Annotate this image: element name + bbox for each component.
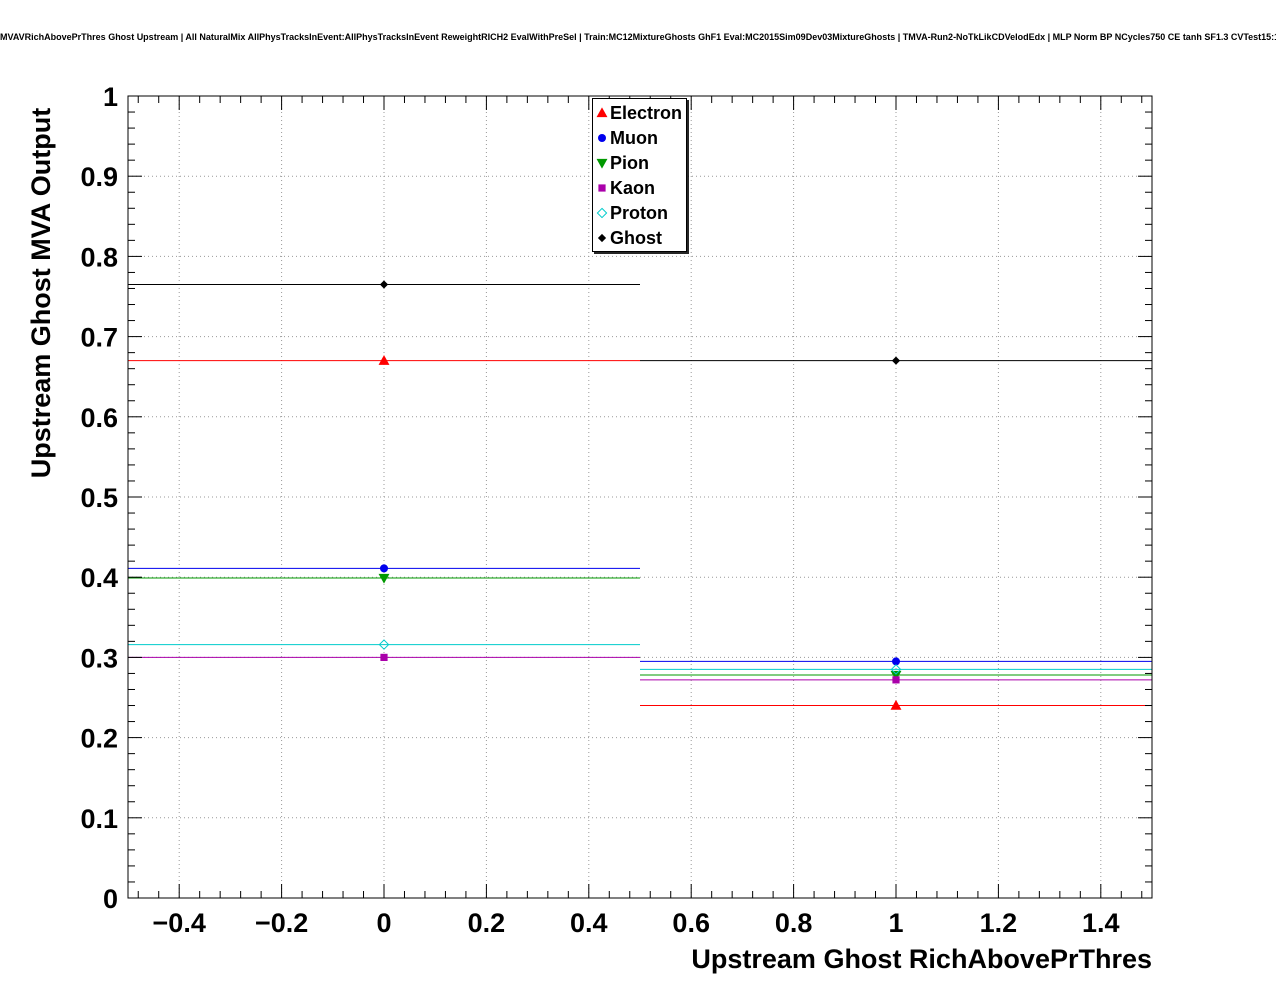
x-tick-label: 0.6	[672, 908, 710, 938]
y-tick-label: 0.9	[80, 162, 118, 192]
legend-label-kaon: Kaon	[610, 177, 655, 198]
x-axis-title: Upstream Ghost RichAbovePrThres	[691, 944, 1152, 974]
legend-label-muon: Muon	[610, 127, 658, 148]
y-tick-label: 0.5	[80, 483, 118, 513]
legend-item-ghost: Ghost	[594, 225, 682, 250]
electron-marker-icon	[594, 106, 610, 120]
proton-marker	[378, 639, 390, 650]
electron-marker	[890, 699, 902, 710]
pion-marker	[890, 670, 902, 681]
kaon-marker	[892, 676, 900, 684]
proton-marker	[890, 664, 902, 675]
y-axis-title: Upstream Ghost MVA Output	[26, 107, 56, 479]
muon-marker	[892, 657, 900, 666]
y-tick-label: 0.4	[80, 563, 118, 593]
x-tick-label: −0.2	[255, 908, 308, 938]
ghost-marker	[891, 356, 901, 365]
muon-marker	[380, 564, 388, 573]
y-tick-label: 0.6	[80, 403, 118, 433]
muon-marker-icon	[594, 131, 610, 145]
kaon-marker-icon	[594, 181, 610, 195]
x-tick-label: 1.4	[1082, 908, 1120, 938]
electron-marker	[378, 355, 390, 365]
legend-item-proton: Proton	[594, 200, 682, 225]
legend-item-pion: Pion	[594, 150, 682, 175]
y-tick-label: 0.2	[80, 724, 118, 754]
legend-item-electron: Electron	[594, 100, 682, 125]
muon-legend-glyph	[598, 133, 606, 142]
y-tick-label: 0.8	[80, 242, 118, 272]
y-tick-label: 1	[103, 82, 118, 112]
legend-label-pion: Pion	[610, 152, 649, 173]
x-tick-label: 0.4	[570, 908, 608, 938]
x-tick-label: 1	[888, 908, 903, 938]
x-tick-label: 0.2	[468, 908, 506, 938]
pion-legend-glyph	[596, 158, 608, 169]
legend-item-kaon: Kaon	[594, 175, 682, 200]
proton-legend-glyph	[596, 207, 608, 218]
x-tick-label: 0.8	[775, 908, 813, 938]
proton-marker-icon	[594, 206, 610, 220]
kaon-marker	[380, 653, 388, 661]
legend: Electron Muon Pion Kaon Proton Ghost	[592, 98, 688, 252]
y-tick-label: 0	[103, 884, 118, 914]
x-tick-label: 0	[376, 908, 391, 938]
ghost-marker	[379, 280, 389, 289]
y-tick-label: 0.7	[80, 323, 118, 353]
plot-title: MVAVRichAbovePrThres Ghost Upstream | Al…	[0, 32, 1276, 42]
y-tick-label: 0.1	[80, 804, 118, 834]
legend-label-ghost: Ghost	[610, 227, 662, 248]
x-tick-label: −0.4	[153, 908, 206, 938]
pion-marker-icon	[594, 156, 610, 170]
legend-label-electron: Electron	[610, 102, 683, 123]
ghost-marker-icon	[594, 231, 610, 245]
electron-legend-glyph	[596, 106, 608, 117]
ghost-legend-glyph	[597, 233, 607, 242]
y-tick-label: 0.3	[80, 643, 118, 673]
kaon-legend-glyph	[598, 183, 606, 192]
pion-marker	[378, 573, 390, 584]
legend-item-muon: Muon	[594, 125, 682, 150]
legend-label-proton: Proton	[610, 202, 668, 223]
x-tick-label: 1.2	[980, 908, 1018, 938]
